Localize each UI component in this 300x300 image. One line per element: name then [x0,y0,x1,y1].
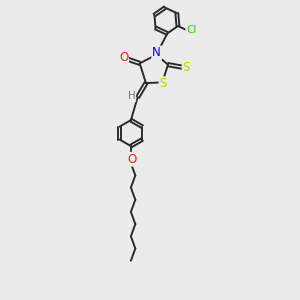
Text: N: N [152,46,161,59]
Text: O: O [127,153,136,166]
Text: S: S [160,77,167,90]
Text: O: O [119,52,128,64]
Text: S: S [183,61,190,74]
Text: Cl: Cl [186,25,197,35]
Text: H: H [128,91,135,101]
